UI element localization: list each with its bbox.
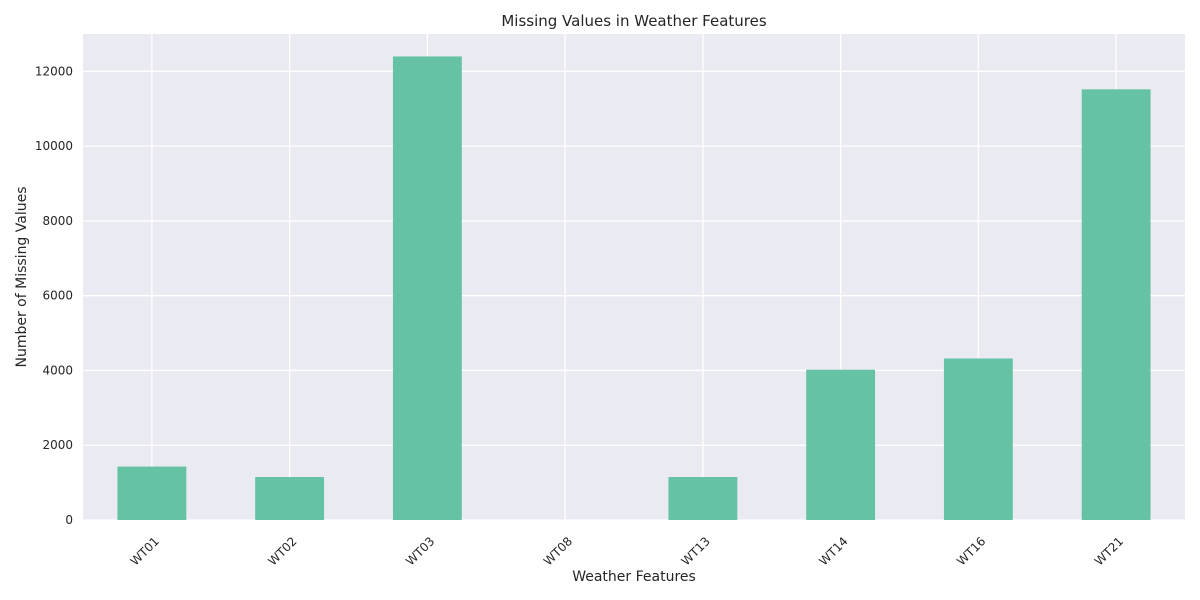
x-tick-label: WT03 (403, 534, 437, 568)
x-tick-label: WT14 (816, 534, 850, 568)
y-tick-label: 8000 (42, 214, 73, 228)
chart-title: Missing Values in Weather Features (501, 12, 767, 30)
x-tick-label: WT01 (128, 534, 162, 568)
bar-wt21 (1081, 89, 1151, 521)
bar-wt02 (255, 477, 325, 520)
y-tick-label: 2000 (42, 438, 73, 452)
y-tick-labels: 0 2000 4000 6000 8000 10000 12000 (35, 64, 73, 527)
y-axis-label: Number of Missing Values (14, 186, 30, 367)
x-tick-labels: WT01 WT02 WT03 WT08 WT13 WT14 WT16 WT21 (128, 534, 1127, 568)
x-tick-label: WT21 (1092, 534, 1126, 568)
plot-area (83, 34, 1185, 520)
bars (117, 56, 1151, 521)
y-tick-label: 4000 (42, 363, 73, 377)
y-tick-label: 6000 (42, 289, 73, 303)
bar-wt13 (668, 477, 738, 520)
x-axis-label: Weather Features (572, 569, 696, 585)
x-tick-label: WT08 (541, 534, 575, 568)
y-tick-label: 0 (65, 513, 73, 527)
x-tick-label: WT13 (679, 534, 713, 568)
y-tick-label: 12000 (35, 64, 73, 78)
bar-wt03 (392, 56, 462, 520)
y-tick-label: 10000 (35, 139, 73, 153)
bar-wt14 (806, 369, 876, 520)
bar-wt16 (943, 358, 1013, 520)
x-tick-label: WT02 (265, 534, 299, 568)
x-tick-label: WT16 (954, 534, 988, 568)
bar-wt01 (117, 466, 187, 520)
